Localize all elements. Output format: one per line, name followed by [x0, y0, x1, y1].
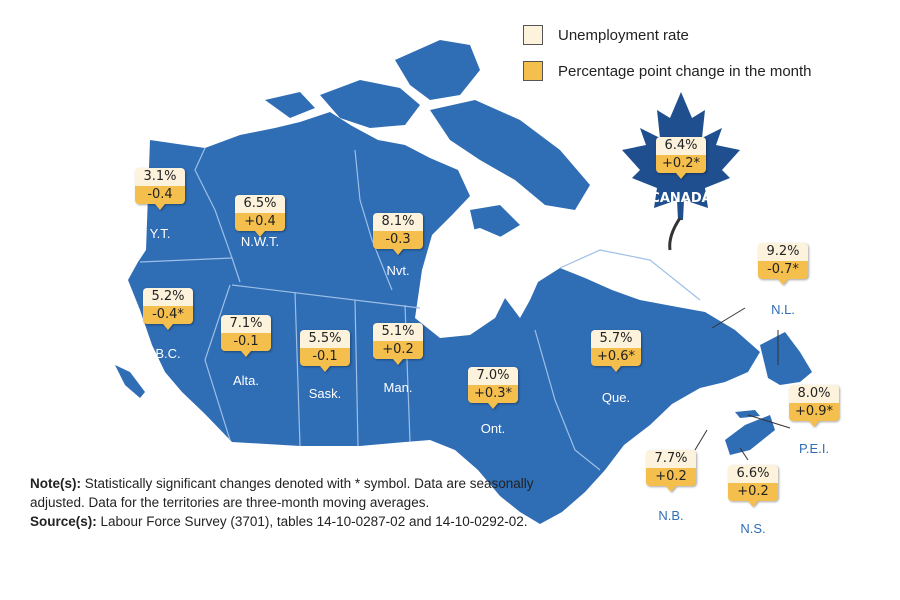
pei [735, 410, 760, 418]
rate-value: 8.1% [373, 213, 423, 231]
region-label-pei: P.E.I. [798, 441, 830, 456]
change-value: -0.4* [143, 306, 193, 324]
legend-item-rate: Unemployment rate [523, 25, 689, 45]
rate-value: 6.5% [235, 195, 285, 213]
legend-label: Unemployment rate [558, 26, 689, 44]
region-label-que: Que. [601, 390, 631, 405]
region-label-nl: N.L. [771, 302, 795, 317]
source-text: Labour Force Survey (3701), tables 14-10… [96, 514, 528, 529]
legend-label: Percentage point change in the month [558, 62, 812, 80]
rate-value: 5.7% [591, 330, 641, 348]
region-label-alta: Alta. [232, 373, 260, 388]
arctic-island [430, 100, 590, 210]
region-label-ont: Ont. [480, 421, 506, 436]
rate-value: 7.1% [221, 315, 271, 333]
callout-nwt: 6.5% +0.4 [235, 195, 285, 237]
change-value: +0.9* [789, 403, 839, 421]
change-value: -0.1 [221, 333, 271, 351]
callout-alta: 7.1% -0.1 [221, 315, 271, 357]
rate-value: 9.2% [758, 243, 808, 261]
rate-value: 3.1% [135, 168, 185, 186]
change-value: -0.1 [300, 348, 350, 366]
legend-item-change: Percentage point change in the month [523, 61, 812, 81]
arctic-island [265, 92, 315, 118]
change-value: -0.7* [758, 261, 808, 279]
region-label-man: Man. [383, 380, 413, 395]
canada-label: CANADA [650, 191, 712, 206]
change-value: +0.6* [591, 348, 641, 366]
region-label-bc: B.C. [155, 346, 181, 361]
change-value: -0.4 [135, 186, 185, 204]
newfoundland [760, 332, 812, 385]
callout-nb: 7.7% +0.2 [646, 450, 696, 492]
callout-man: 5.1% +0.2 [373, 323, 423, 365]
note-label: Note(s): [30, 476, 81, 491]
callout-ont: 7.0% +0.3* [468, 367, 518, 409]
vancouver-island [115, 365, 145, 398]
change-value: +0.2 [646, 468, 696, 486]
change-value: +0.2 [728, 483, 778, 501]
callout-canada: 6.4% +0.2* [656, 137, 706, 179]
region-label-yt: Y.T. [149, 226, 171, 241]
legend-swatch [523, 25, 543, 45]
rate-value: 6.6% [728, 465, 778, 483]
source-label: Source(s): [30, 514, 97, 529]
callout-sask: 5.5% -0.1 [300, 330, 350, 372]
region-label-nvt: Nvt. [386, 263, 410, 278]
callout-bc: 5.2% -0.4* [143, 288, 193, 330]
callout-ns: 6.6% +0.2 [728, 465, 778, 507]
nova-scotia [725, 415, 775, 455]
rate-value: 5.5% [300, 330, 350, 348]
change-value: +0.2* [656, 155, 706, 173]
rate-value: 5.2% [143, 288, 193, 306]
mainland [128, 112, 760, 524]
region-label-sask: Sask. [308, 386, 342, 401]
arctic-island [320, 80, 420, 128]
maple-leaf-stem [668, 217, 682, 251]
callout-nvt: 8.1% -0.3 [373, 213, 423, 255]
rate-value: 8.0% [789, 385, 839, 403]
hudson-bay [420, 228, 540, 330]
callout-yt: 3.1% -0.4 [135, 168, 185, 210]
rate-value: 7.0% [468, 367, 518, 385]
change-value: -0.3 [373, 231, 423, 249]
rate-value: 6.4% [656, 137, 706, 155]
region-label-nb: N.B. [658, 508, 684, 523]
callout-nl: 9.2% -0.7* [758, 243, 808, 285]
rate-value: 5.1% [373, 323, 423, 341]
legend-swatch [523, 61, 543, 81]
leader-lines [694, 307, 791, 461]
change-value: +0.2 [373, 341, 423, 359]
change-value: +0.3* [468, 385, 518, 403]
callout-pei: 8.0% +0.9* [789, 385, 839, 427]
callout-que: 5.7% +0.6* [591, 330, 641, 372]
notes: Note(s): Statistically significant chang… [30, 474, 570, 531]
change-value: +0.4 [235, 213, 285, 231]
region-label-ns: N.S. [740, 521, 766, 536]
note-text: Statistically significant changes denote… [30, 476, 534, 510]
rate-value: 7.7% [646, 450, 696, 468]
arctic-island [395, 40, 480, 100]
region-label-nwt: N.W.T. [240, 234, 280, 249]
landmass [115, 40, 812, 524]
